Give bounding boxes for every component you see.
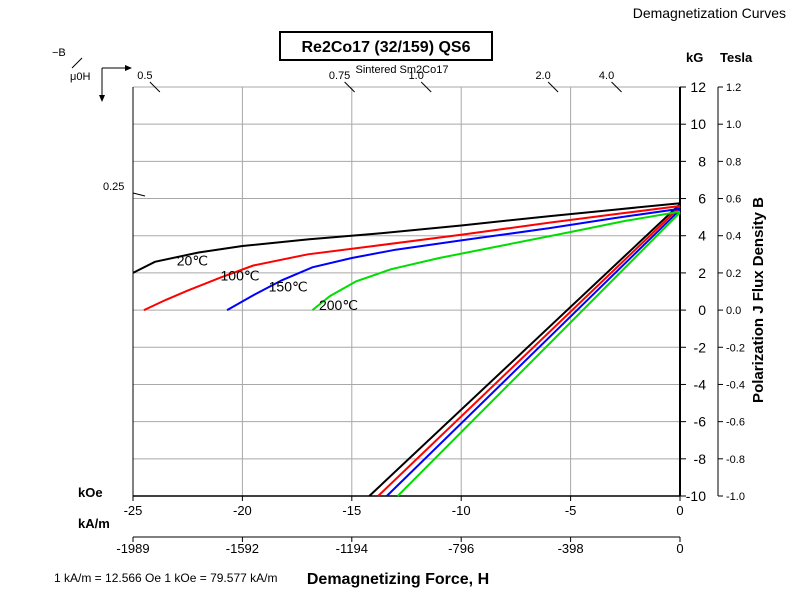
- series-label: 150℃: [269, 279, 308, 295]
- y-tick-label-tesla: -0.6: [726, 417, 745, 429]
- permeance-tick-label: 0.5: [137, 70, 152, 82]
- series-label: 20℃: [177, 252, 208, 268]
- corner-label-b: −B: [52, 47, 66, 59]
- series-j-curve: [226, 207, 681, 311]
- y-tick-label-tesla: -0.8: [726, 454, 745, 466]
- y-tick-label-kg: 4: [698, 228, 706, 244]
- series-j-curve: [132, 202, 681, 274]
- permeance-tick-label: 0.75: [329, 70, 350, 82]
- x-tick-label-koe: -15: [342, 503, 361, 518]
- chart-title-box: [279, 31, 493, 61]
- series-j-curve: [143, 205, 681, 312]
- axes: [132, 81, 723, 542]
- corner-label-h: μ0H: [70, 71, 90, 83]
- series-label: 100℃: [221, 267, 260, 283]
- y-tick-label-tesla: -0.4: [726, 379, 745, 391]
- series-b-line: [368, 203, 681, 497]
- y-tick-label-tesla: -1.0: [726, 491, 745, 503]
- permeance-tick: [547, 81, 559, 93]
- y-tick-label-kg: -6: [694, 414, 707, 430]
- permeance-tick-label: 0.25: [103, 181, 124, 193]
- y-tick-label-tesla: 1.0: [726, 119, 741, 131]
- y-tick-label-kg: 0: [698, 302, 706, 318]
- x-tick-label-kam: 0: [676, 541, 683, 556]
- y-tick-label-tesla: 0.2: [726, 268, 741, 280]
- permeance-tick: [420, 81, 432, 93]
- axis-direction-indicator: −B μ0H: [52, 47, 132, 102]
- series: 20℃ 100℃ 150℃ 200℃: [132, 202, 681, 497]
- x-tick-label-kam: -796: [448, 541, 474, 556]
- material-label: Sintered Sm2Co17: [356, 64, 449, 76]
- y-axis-label: Polarization J Flux Density B: [750, 197, 767, 403]
- y-tick-label-kg: -8: [694, 451, 707, 467]
- x-tick-label-kam: -1194: [336, 541, 368, 556]
- y-tick-label-kg: 2: [698, 265, 706, 281]
- y-tick-label-kg: 12: [690, 79, 706, 95]
- series-j-curve: [311, 210, 681, 311]
- page-header-title: Demagnetization Curves: [633, 5, 786, 21]
- permeance-tick-label: 2.0: [535, 70, 550, 82]
- x-unit-koe: kOe: [78, 485, 103, 500]
- y-tick-label-kg: -10: [686, 488, 706, 504]
- permeance-tick: [149, 81, 161, 93]
- x-tick-label-koe: -10: [452, 503, 471, 518]
- grid: [132, 86, 681, 497]
- y-tick-label-tesla: 0.8: [726, 156, 741, 168]
- y-tick-label-kg: -4: [694, 376, 707, 392]
- x-axis-label: Demagnetizing Force, H: [307, 571, 489, 588]
- x-tick-label-kam: -1592: [226, 541, 259, 556]
- chart-title: Re2Co17 (32/159) QS6: [302, 39, 471, 56]
- series-b-line: [396, 211, 681, 497]
- permeance-tick-label: 1.0: [409, 70, 424, 82]
- series-b-line: [386, 208, 681, 497]
- x-tick-label-koe: 0: [676, 503, 683, 518]
- permeance-tick: [344, 81, 355, 93]
- permeance-tick-label: 4.0: [599, 70, 614, 82]
- y-tick-label-tesla: -0.2: [726, 342, 745, 354]
- permeance-tick: [611, 81, 622, 93]
- y-tick-label-tesla: 0.4: [726, 231, 741, 243]
- y-tick-label-tesla: 0.0: [726, 305, 741, 317]
- tick-labels: -25 -20 -15 -10 -5 0-1989 -1592 -1194 -796 -398 01…: [103, 70, 745, 556]
- x-tick-label-koe: -25: [124, 503, 143, 518]
- y-tick-label-tesla: 0.6: [726, 194, 741, 206]
- x-unit-kam: kA/m: [78, 516, 110, 531]
- y-tick-label-tesla: 1.2: [726, 82, 741, 94]
- y-tick-label-kg: 6: [698, 191, 706, 207]
- conversion-note: 1 kA/m = 12.566 Oe 1 kOe = 79.577 kA/m: [54, 571, 277, 585]
- y-tick-label-kg: 10: [690, 116, 706, 132]
- y-unit-kg: kG: [686, 50, 703, 65]
- series-b-line: [377, 206, 681, 497]
- permeance-tick: [132, 192, 146, 197]
- x-tick-label-kam: -398: [558, 541, 584, 556]
- y-tick-label-kg: -2: [694, 339, 707, 355]
- series-label: 200℃: [319, 297, 358, 313]
- x-tick-label-koe: -5: [565, 503, 577, 518]
- x-tick-label-kam: -1989: [116, 541, 149, 556]
- x-tick-label-koe: -20: [233, 503, 252, 518]
- y-tick-label-kg: 8: [698, 153, 706, 169]
- y-unit-tesla: Tesla: [720, 50, 753, 65]
